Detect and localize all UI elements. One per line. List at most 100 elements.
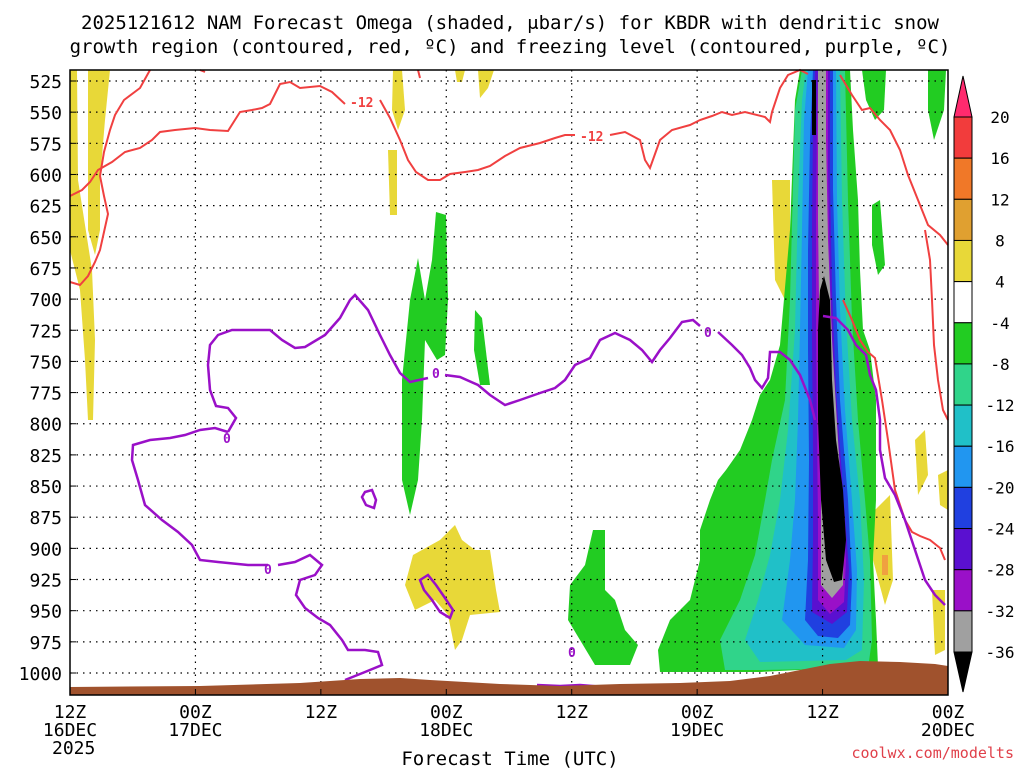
omega-positive-area bbox=[915, 430, 928, 495]
y-tick-label: 900 bbox=[29, 539, 62, 560]
dgz-contour-line bbox=[69, 69, 151, 287]
x-tick-label: 18DEC bbox=[419, 720, 473, 741]
omega-negative-area bbox=[402, 212, 448, 515]
dgz-contour-line bbox=[839, 74, 949, 246]
omega-positive-area bbox=[873, 495, 893, 605]
y-tick-label: 550 bbox=[29, 103, 62, 124]
colorbar-label: -24 bbox=[986, 520, 1015, 539]
y-tick-label: 925 bbox=[29, 571, 62, 592]
dgz-contour-line bbox=[69, 80, 346, 197]
omega-negative-area bbox=[474, 310, 490, 385]
x-tick-label: 19DEC bbox=[670, 720, 724, 741]
x-axis-label: Forecast Time (UTC) bbox=[401, 748, 618, 768]
omega-positive-area bbox=[70, 70, 95, 420]
omega-negative-area bbox=[862, 70, 886, 120]
freezing-contour-label: 0 bbox=[432, 367, 440, 382]
y-tick-label: 725 bbox=[29, 321, 62, 342]
colorbar-label: -20 bbox=[986, 478, 1015, 497]
chart-title-line1: 2025121612 NAM Forecast Omega (shaded, μ… bbox=[81, 12, 939, 34]
colorbar-swatch bbox=[953, 322, 973, 365]
y-tick-label: 650 bbox=[29, 228, 62, 249]
freezing-level-line bbox=[444, 318, 701, 407]
freezing-level-line bbox=[360, 488, 378, 510]
colorbar-swatch bbox=[953, 404, 973, 447]
x-tick-label: 16DEC bbox=[43, 720, 97, 741]
x-tick-label: 12Z bbox=[555, 702, 588, 723]
omega-positive-area bbox=[938, 470, 948, 510]
colorbar-label: -28 bbox=[986, 561, 1015, 580]
x-tick-label: 00Z bbox=[681, 702, 714, 723]
dgz-contour-label: -12 bbox=[350, 96, 373, 111]
y-tick-label: 625 bbox=[29, 197, 62, 218]
omega-positive-area bbox=[932, 590, 945, 655]
y-tick-label: 575 bbox=[29, 134, 62, 155]
credit-text: coolwx.com/modelts bbox=[851, 744, 1014, 762]
colorbar: 20 16 12 8 4 -4 -8 -12 -16 -20 -24 -28 -32 -36 bbox=[953, 75, 1015, 693]
freezing-level-line bbox=[822, 314, 946, 606]
omega-negative-area bbox=[568, 530, 638, 665]
y-tick-label: 850 bbox=[29, 477, 62, 498]
colorbar-label: -36 bbox=[986, 643, 1015, 662]
chart-title-line2: growth region (contoured, red, ºC) and f… bbox=[70, 36, 951, 58]
colorbar-label: -8 bbox=[990, 355, 1009, 374]
x-tick-label: 00Z bbox=[430, 702, 463, 723]
omega-positive-area bbox=[405, 525, 500, 650]
freezing-level-line bbox=[717, 331, 817, 421]
omega-positive-area bbox=[772, 180, 790, 300]
colorbar-swatch bbox=[953, 445, 973, 488]
omega-positive-area bbox=[478, 70, 494, 98]
y-tick-label: 700 bbox=[29, 290, 62, 311]
colorbar-bottom-arrow bbox=[953, 651, 973, 693]
dgz-contour-line bbox=[609, 68, 809, 171]
dgz-contour-line bbox=[924, 229, 949, 421]
y-tick-label: 825 bbox=[29, 446, 62, 467]
omega-shading bbox=[70, 70, 948, 672]
terrain-ground bbox=[70, 661, 948, 695]
x-tick-label: 17DEC bbox=[168, 720, 222, 741]
colorbar-swatch bbox=[953, 239, 973, 283]
omega-negative-area bbox=[818, 276, 846, 582]
freezing-contour-label: 0 bbox=[704, 326, 712, 341]
colorbar-label: 8 bbox=[995, 231, 1005, 250]
colorbar-label: -12 bbox=[986, 396, 1015, 415]
y-tick-label: 525 bbox=[29, 72, 62, 93]
freezing-level-line bbox=[418, 573, 455, 620]
x-tick-label: 2025 bbox=[52, 738, 95, 759]
dgz-contour-label: -12 bbox=[580, 130, 603, 145]
colorbar-swatch bbox=[953, 198, 973, 241]
colorbar-swatch bbox=[953, 486, 973, 530]
freezing-level-contours bbox=[130, 293, 946, 689]
colorbar-label: 4 bbox=[995, 273, 1005, 292]
colorbar-swatch bbox=[953, 281, 973, 324]
colorbar-label: -4 bbox=[990, 314, 1009, 333]
colorbar-swatch bbox=[953, 116, 973, 159]
plot-frame bbox=[69, 69, 949, 696]
dgz-contour-line bbox=[379, 99, 575, 181]
colorbar-label: -32 bbox=[986, 602, 1015, 621]
y-axis: 525 550 575 600 625 650 675 700 725 750 775 800 825 8… bbox=[19, 72, 76, 685]
freezing-contour-label: 0 bbox=[264, 563, 272, 578]
omega-positive-area bbox=[392, 70, 405, 130]
y-tick-label: 800 bbox=[29, 415, 62, 436]
freezing-level-line bbox=[130, 426, 268, 567]
omega-negative-area bbox=[872, 200, 885, 275]
colorbar-swatch bbox=[953, 610, 973, 653]
colorbar-label: -16 bbox=[986, 437, 1015, 456]
omega-negative-area bbox=[812, 80, 816, 135]
x-tick-label: 00Z bbox=[179, 702, 212, 723]
freezing-level-line bbox=[206, 293, 429, 433]
dgz-contours bbox=[69, 68, 949, 561]
colorbar-swatch bbox=[953, 363, 973, 406]
colorbar-swatch bbox=[953, 528, 973, 571]
colorbar-label: 20 bbox=[990, 108, 1009, 127]
colorbar-top-arrow bbox=[953, 75, 973, 118]
x-tick-label: 12Z bbox=[806, 702, 839, 723]
x-tick-label: 12Z bbox=[54, 702, 87, 723]
dgz-contour-line bbox=[417, 69, 421, 79]
omega-negative-area bbox=[928, 70, 946, 140]
omega-positive-area bbox=[388, 150, 397, 215]
grid-lines bbox=[70, 70, 948, 695]
omega-positive-area bbox=[88, 70, 110, 255]
